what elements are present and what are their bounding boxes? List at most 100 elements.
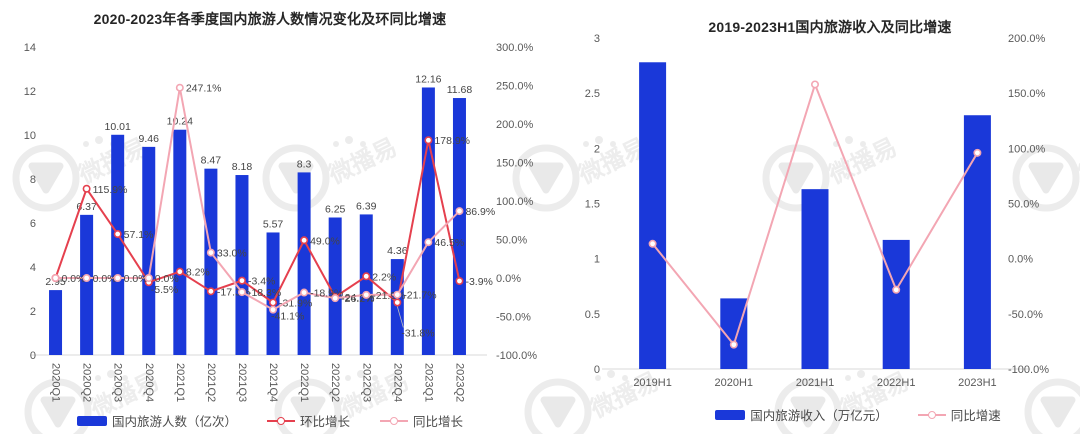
legend-qoq-growth-line[interactable]: 环比增长 xyxy=(266,411,350,430)
right-axis-labels: 300.0% 250.0% 200.0% 150.0% 100.0% 50.0% 0.0% -… xyxy=(496,42,537,362)
x-axis-label: 2021Q1 xyxy=(174,363,186,402)
x-axis-label: 2022Q4 xyxy=(391,363,403,402)
marker-2023Q2 xyxy=(455,277,464,286)
right-axis-tick: 200.0% xyxy=(1008,33,1046,45)
line-path xyxy=(55,86,461,311)
line-value-label: 46.5% xyxy=(434,237,464,249)
marker-2019H1 xyxy=(648,239,657,248)
legend-yoy-growth-line[interactable]: 同比增长 xyxy=(380,411,463,430)
legend-domestic-trips-bars[interactable]: 国内旅游人数（亿次） xyxy=(76,411,237,430)
legend-line-swatch-icon xyxy=(380,416,408,426)
marker-2020Q2 xyxy=(82,184,91,193)
marker-2020Q3 xyxy=(113,273,122,282)
right-axis-tick: 50.0% xyxy=(1008,199,1039,211)
x-axis-label: 2022Q2 xyxy=(329,363,341,402)
x-axis-label: 2022Q1 xyxy=(298,363,310,402)
marker-2022H1 xyxy=(892,285,901,294)
line-value-label: 0.0% xyxy=(124,273,148,285)
bar-value-label: 11.68 xyxy=(447,84,473,96)
marker-2022Q4 xyxy=(393,298,402,307)
bar-2021Q2 xyxy=(204,168,218,355)
x-axis-labels: 2019H1 2020H1 2021H1 2022H1 2023H1 xyxy=(633,377,996,389)
marker-2020H1 xyxy=(729,340,738,349)
bar-value-label: 8.18 xyxy=(232,161,253,173)
legend-label: 同比增长 xyxy=(413,415,464,429)
bar-value-label: 6.25 xyxy=(325,204,346,216)
marker-2022Q2 xyxy=(331,294,340,303)
right-axis-labels: 200.0% 150.0% 100.0% 50.0% 0.0% -50.0% -100.0% xyxy=(1008,33,1049,376)
right-axis-tick: 150.0% xyxy=(496,158,534,170)
x-axis-label: 2022Q3 xyxy=(360,363,372,402)
left-axis-tick: 1 xyxy=(594,254,600,266)
right-axis-tick: 200.0% xyxy=(496,119,534,131)
line-value-label: -5.5% xyxy=(151,284,178,296)
yoy-growth-line: 0.0% 0.0% 0.0% 0.0%247.1%33.0%-18.3%-41.1%-… xyxy=(51,83,495,323)
bar-2022Q1 xyxy=(297,172,311,355)
left-axis-tick: 8 xyxy=(30,174,36,186)
right-chart-title: 2019-2023H1国内旅游收入及同比增速 xyxy=(708,19,952,35)
right-axis-tick: 100.0% xyxy=(1008,143,1046,155)
left-axis-tick: 2 xyxy=(594,143,600,155)
bar-value-label: 2.95 xyxy=(45,276,66,288)
right-axis-tick: 300.0% xyxy=(496,42,534,54)
right-axis-tick: -100.0% xyxy=(496,350,537,362)
right-axis-tick: -100.0% xyxy=(1008,364,1049,376)
bar-2019H1 xyxy=(639,62,667,369)
marker-2022Q3 xyxy=(362,272,371,281)
marker-2021Q3 xyxy=(237,288,246,297)
domestic-trips-bars: 2.956.3710.019.4610.248.478.185.578.36.2… xyxy=(45,73,472,355)
line-value-label: 8.2% xyxy=(186,267,210,279)
left-axis-tick: 12 xyxy=(24,86,36,98)
x-axis-label: 2021Q3 xyxy=(236,363,248,402)
x-axis-label: 2020Q3 xyxy=(112,363,124,402)
bar-2023Q2 xyxy=(452,98,466,355)
legend-yoy-growth-line[interactable]: 同比增速 xyxy=(917,405,1001,424)
legend-bar-swatch-icon xyxy=(715,409,746,420)
bar-2021Q3 xyxy=(235,175,249,355)
x-axis-label: 2023Q1 xyxy=(422,363,434,402)
bar-2021Q1 xyxy=(173,129,187,355)
line-value-label: -31.9% xyxy=(279,298,312,310)
legend-label: 环比增长 xyxy=(299,415,350,429)
right-axis-tick: -50.0% xyxy=(496,312,531,324)
x-axis-label: 2021H1 xyxy=(796,377,835,389)
x-axis-label: 2019H1 xyxy=(633,377,672,389)
marker-2023Q1 xyxy=(424,238,433,247)
marker-2021Q4 xyxy=(269,298,278,307)
bar-2020Q2 xyxy=(80,214,94,355)
marker-2022Q3 xyxy=(362,290,371,299)
line-value-label: 33.0% xyxy=(217,248,247,260)
legend-line-swatch-icon xyxy=(917,410,946,420)
left-axis-tick: 14 xyxy=(24,42,36,54)
bar-2023H1 xyxy=(963,115,991,369)
line-value-label: 2.2% xyxy=(372,271,396,283)
line-value-label: 115.9% xyxy=(93,184,128,196)
marker-2022Q4 xyxy=(393,290,402,299)
line-value-label: 86.9% xyxy=(465,206,495,218)
bar-2022H1 xyxy=(882,239,910,369)
bar-2021H1 xyxy=(801,189,829,369)
bar-2023Q1 xyxy=(421,87,435,355)
left-axis-tick: 4 xyxy=(30,262,36,274)
marker-2021Q2 xyxy=(206,287,215,296)
label-leader-line xyxy=(396,306,404,328)
bar-2020Q1 xyxy=(49,290,63,355)
marker-2022Q1 xyxy=(300,236,309,245)
right-axis-tick: 50.0% xyxy=(496,235,527,247)
legend-tourism-revenue-bars[interactable]: 国内旅游收入（万亿元） xyxy=(715,405,888,424)
x-axis-label: 2020Q2 xyxy=(81,363,93,402)
marker-2021H1 xyxy=(810,80,819,89)
right-axis-tick: 150.0% xyxy=(1008,88,1046,100)
line-value-label: 57.1% xyxy=(124,229,154,241)
left-axis-tick: 2 xyxy=(30,306,36,318)
legend-label: 国内旅游人数（亿次） xyxy=(111,415,237,429)
right-axis-tick: 250.0% xyxy=(496,81,534,93)
left-chart-title: 2020-2023年各季度国内旅游人数情况变化及环同比增速 xyxy=(93,11,447,27)
left-axis-tick: 10 xyxy=(24,130,36,142)
marker-2023Q2 xyxy=(455,207,464,216)
left-axis-labels: 14 12 10 8 6 4 2 0 xyxy=(24,42,36,362)
left-axis-tick: 2.5 xyxy=(585,88,600,100)
line-value-label: 247.1% xyxy=(186,83,222,95)
marker-2023Q1 xyxy=(424,136,433,145)
bar-value-label: 6.39 xyxy=(356,200,377,212)
